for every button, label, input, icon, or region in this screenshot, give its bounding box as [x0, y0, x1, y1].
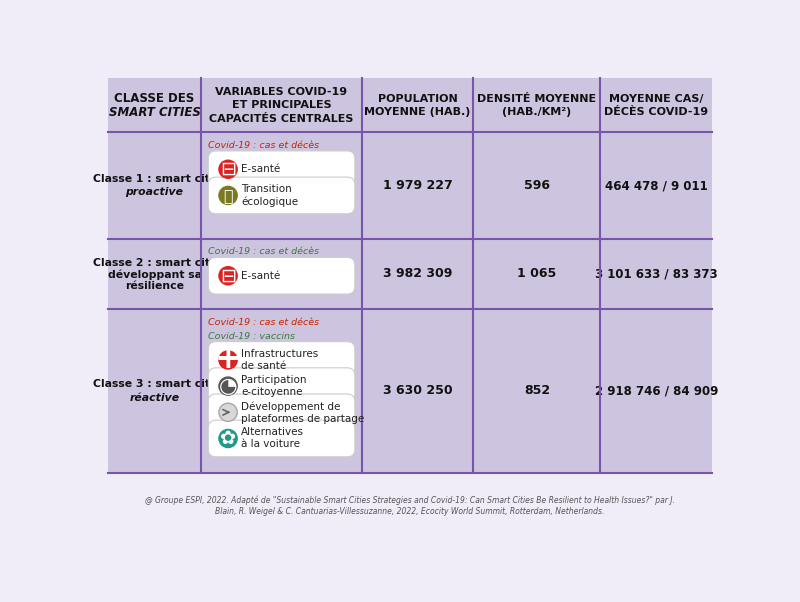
Circle shape	[219, 403, 237, 421]
Text: VARIABLES COVID-19
ET PRINCIPALES
CAPACITÉS CENTRALES: VARIABLES COVID-19 ET PRINCIPALES CAPACI…	[210, 87, 354, 123]
Text: Transition
écologique: Transition écologique	[241, 184, 298, 206]
FancyBboxPatch shape	[208, 368, 355, 405]
Circle shape	[219, 187, 237, 205]
Text: Développement de
plateformes de partage: Développement de plateformes de partage	[241, 401, 364, 424]
Text: ⊟: ⊟	[220, 266, 236, 285]
FancyBboxPatch shape	[108, 78, 712, 473]
Text: ⊟: ⊟	[220, 160, 236, 179]
Text: proactive: proactive	[126, 187, 183, 197]
Text: 464 478 / 9 011: 464 478 / 9 011	[605, 179, 708, 192]
Text: 1 979 227: 1 979 227	[382, 179, 453, 192]
Circle shape	[219, 377, 237, 395]
Text: +: +	[214, 344, 242, 376]
FancyBboxPatch shape	[208, 341, 355, 378]
Text: ✿: ✿	[220, 429, 236, 448]
Text: E-santé: E-santé	[241, 271, 280, 281]
Text: 2 918 746 / 84 909: 2 918 746 / 84 909	[594, 385, 718, 397]
Text: résilience: résilience	[125, 281, 184, 291]
Text: Classe 3 : smart city: Classe 3 : smart city	[93, 379, 217, 389]
FancyBboxPatch shape	[208, 394, 355, 430]
Text: Covid-19 : cas et décès: Covid-19 : cas et décès	[208, 318, 318, 327]
Text: ◔: ◔	[218, 376, 238, 396]
FancyBboxPatch shape	[208, 258, 355, 294]
Text: SMART CITIES: SMART CITIES	[109, 106, 201, 119]
Text: E-santé: E-santé	[241, 164, 280, 174]
Text: POPULATION
MOYENNE (HAB.): POPULATION MOYENNE (HAB.)	[364, 94, 470, 117]
Text: 3 630 250: 3 630 250	[382, 385, 452, 397]
Circle shape	[219, 351, 237, 369]
FancyBboxPatch shape	[208, 151, 355, 188]
Text: Covid-19 : vaccins: Covid-19 : vaccins	[208, 332, 294, 341]
FancyBboxPatch shape	[108, 473, 712, 530]
Text: réactive: réactive	[130, 393, 180, 403]
Text: Infrastructures
de santé: Infrastructures de santé	[241, 349, 318, 371]
Text: Classe 2 : smart city: Classe 2 : smart city	[93, 258, 217, 268]
Text: MOYENNE CAS/
DÉCÈS COVID-19: MOYENNE CAS/ DÉCÈS COVID-19	[604, 94, 708, 117]
Text: Classe 1 : smart city: Classe 1 : smart city	[93, 173, 217, 184]
Text: Blain, R. Weigel & C. Cantuarias-Villessuzanne, 2022, Ecocity World Summit, Rott: Blain, R. Weigel & C. Cantuarias-Villess…	[215, 507, 605, 516]
FancyBboxPatch shape	[208, 420, 355, 457]
Circle shape	[219, 429, 237, 447]
Text: DENSITÉ MOYENNE
(HAB./KM²): DENSITÉ MOYENNE (HAB./KM²)	[478, 94, 597, 117]
Text: CLASSE DES: CLASSE DES	[114, 92, 194, 105]
Text: Covid-19 : cas et décès: Covid-19 : cas et décès	[208, 247, 318, 256]
Text: 🐧: 🐧	[223, 188, 233, 203]
Text: 852: 852	[524, 385, 550, 397]
Text: Alternatives
à la voiture: Alternatives à la voiture	[241, 427, 304, 450]
Circle shape	[219, 267, 237, 285]
Text: 596: 596	[524, 179, 550, 192]
Text: 3 982 309: 3 982 309	[383, 267, 452, 281]
Text: développant sa: développant sa	[107, 270, 202, 280]
Text: @ Groupe ESPI, 2022. Adapté de "Sustainable Smart Cities Strategies and Covid-19: @ Groupe ESPI, 2022. Adapté de "Sustaina…	[145, 495, 675, 505]
FancyBboxPatch shape	[208, 177, 355, 214]
Text: Participation
e-citoyenne: Participation e-citoyenne	[241, 375, 306, 397]
Text: 1 065: 1 065	[518, 267, 557, 281]
Text: 3 101 633 / 83 373: 3 101 633 / 83 373	[595, 267, 718, 281]
Text: Covid-19 : cas et décès: Covid-19 : cas et décès	[208, 141, 318, 150]
Circle shape	[219, 160, 237, 178]
